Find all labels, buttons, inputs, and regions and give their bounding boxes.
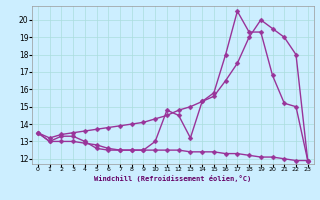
X-axis label: Windchill (Refroidissement éolien,°C): Windchill (Refroidissement éolien,°C) [94,175,252,182]
